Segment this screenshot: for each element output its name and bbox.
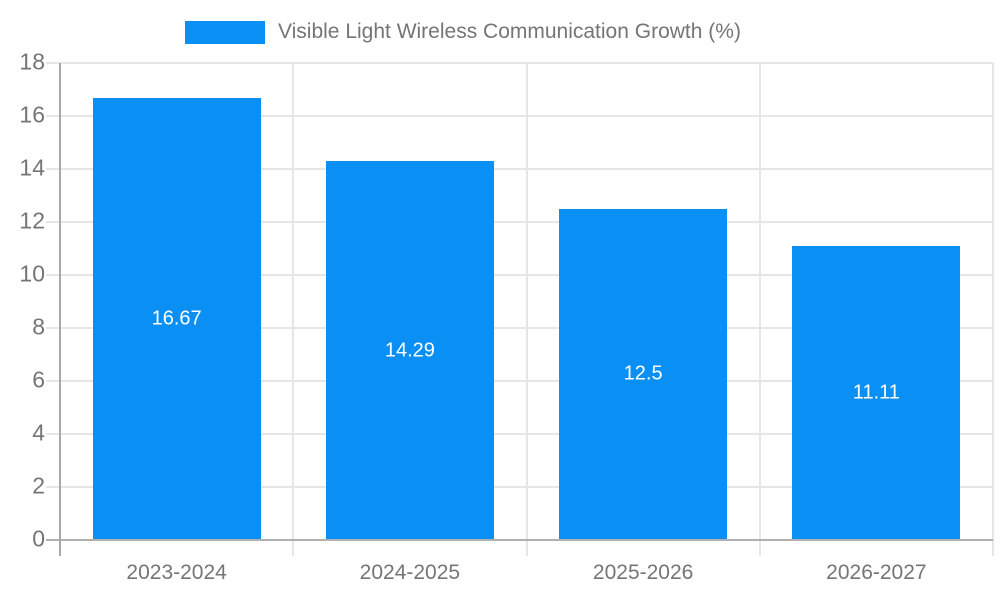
y-tick-label: 18 [19, 48, 45, 75]
gridline-y10 [46, 274, 993, 276]
x-tick-label: 2024-2025 [359, 561, 461, 584]
bar-2025-2026: 12.5 [559, 208, 728, 540]
bar-2026-2027: 11.11 [792, 245, 961, 540]
y-tick-label: 6 [32, 366, 45, 393]
gridline-y8 [46, 327, 993, 329]
bar-value-label: 14.29 [384, 339, 435, 362]
y-axis-labels: 0 2 4 6 8 10 12 14 16 18 [0, 48, 45, 551]
legend-swatch [185, 20, 265, 44]
plot-area: 16.67 14.29 12.5 11.11 [46, 62, 994, 556]
y-tick-label: 0 [32, 525, 45, 552]
y-tick-label: 16 [19, 101, 45, 128]
gridline-y16 [46, 115, 993, 117]
bar-2023-2024: 16.67 [92, 98, 261, 540]
y-tick-label: 14 [19, 154, 45, 181]
y-tick-label: 12 [19, 207, 45, 234]
legend-label: Visible Light Wireless Communication Gro… [278, 20, 741, 43]
x-tick-label: 2025-2026 [592, 561, 694, 584]
category-boundary-line [992, 63, 994, 556]
bar-2024-2025: 14.29 [325, 161, 494, 540]
gridline-y2 [46, 486, 993, 488]
y-axis-line [59, 63, 61, 556]
y-tick-label: 2 [32, 472, 45, 499]
chart-legend: Visible Light Wireless Communication Gro… [185, 20, 741, 44]
x-tick-label: 2023-2024 [126, 561, 227, 584]
bar-value-label: 16.67 [151, 307, 202, 330]
gridline-y6 [46, 380, 993, 382]
x-axis-baseline [46, 539, 993, 541]
bar-value-label: 11.11 [852, 381, 900, 404]
y-tick-label: 10 [19, 260, 45, 287]
gridline-y4 [46, 433, 993, 435]
bar-value-label: 12.5 [623, 362, 663, 385]
gridline-y18 [46, 62, 993, 64]
category-boundary-line [525, 63, 528, 556]
x-axis-labels: 2023-2024 2024-2025 2025-2026 2026-2027 [60, 556, 993, 590]
gridline-y12 [46, 221, 993, 223]
category-boundary-line [292, 63, 295, 556]
y-tick-label: 4 [32, 419, 45, 446]
x-tick-label: 2026-2027 [826, 561, 927, 584]
y-tick-label: 8 [32, 313, 45, 340]
category-boundary-line [758, 63, 761, 556]
gridline-y14 [46, 168, 993, 170]
